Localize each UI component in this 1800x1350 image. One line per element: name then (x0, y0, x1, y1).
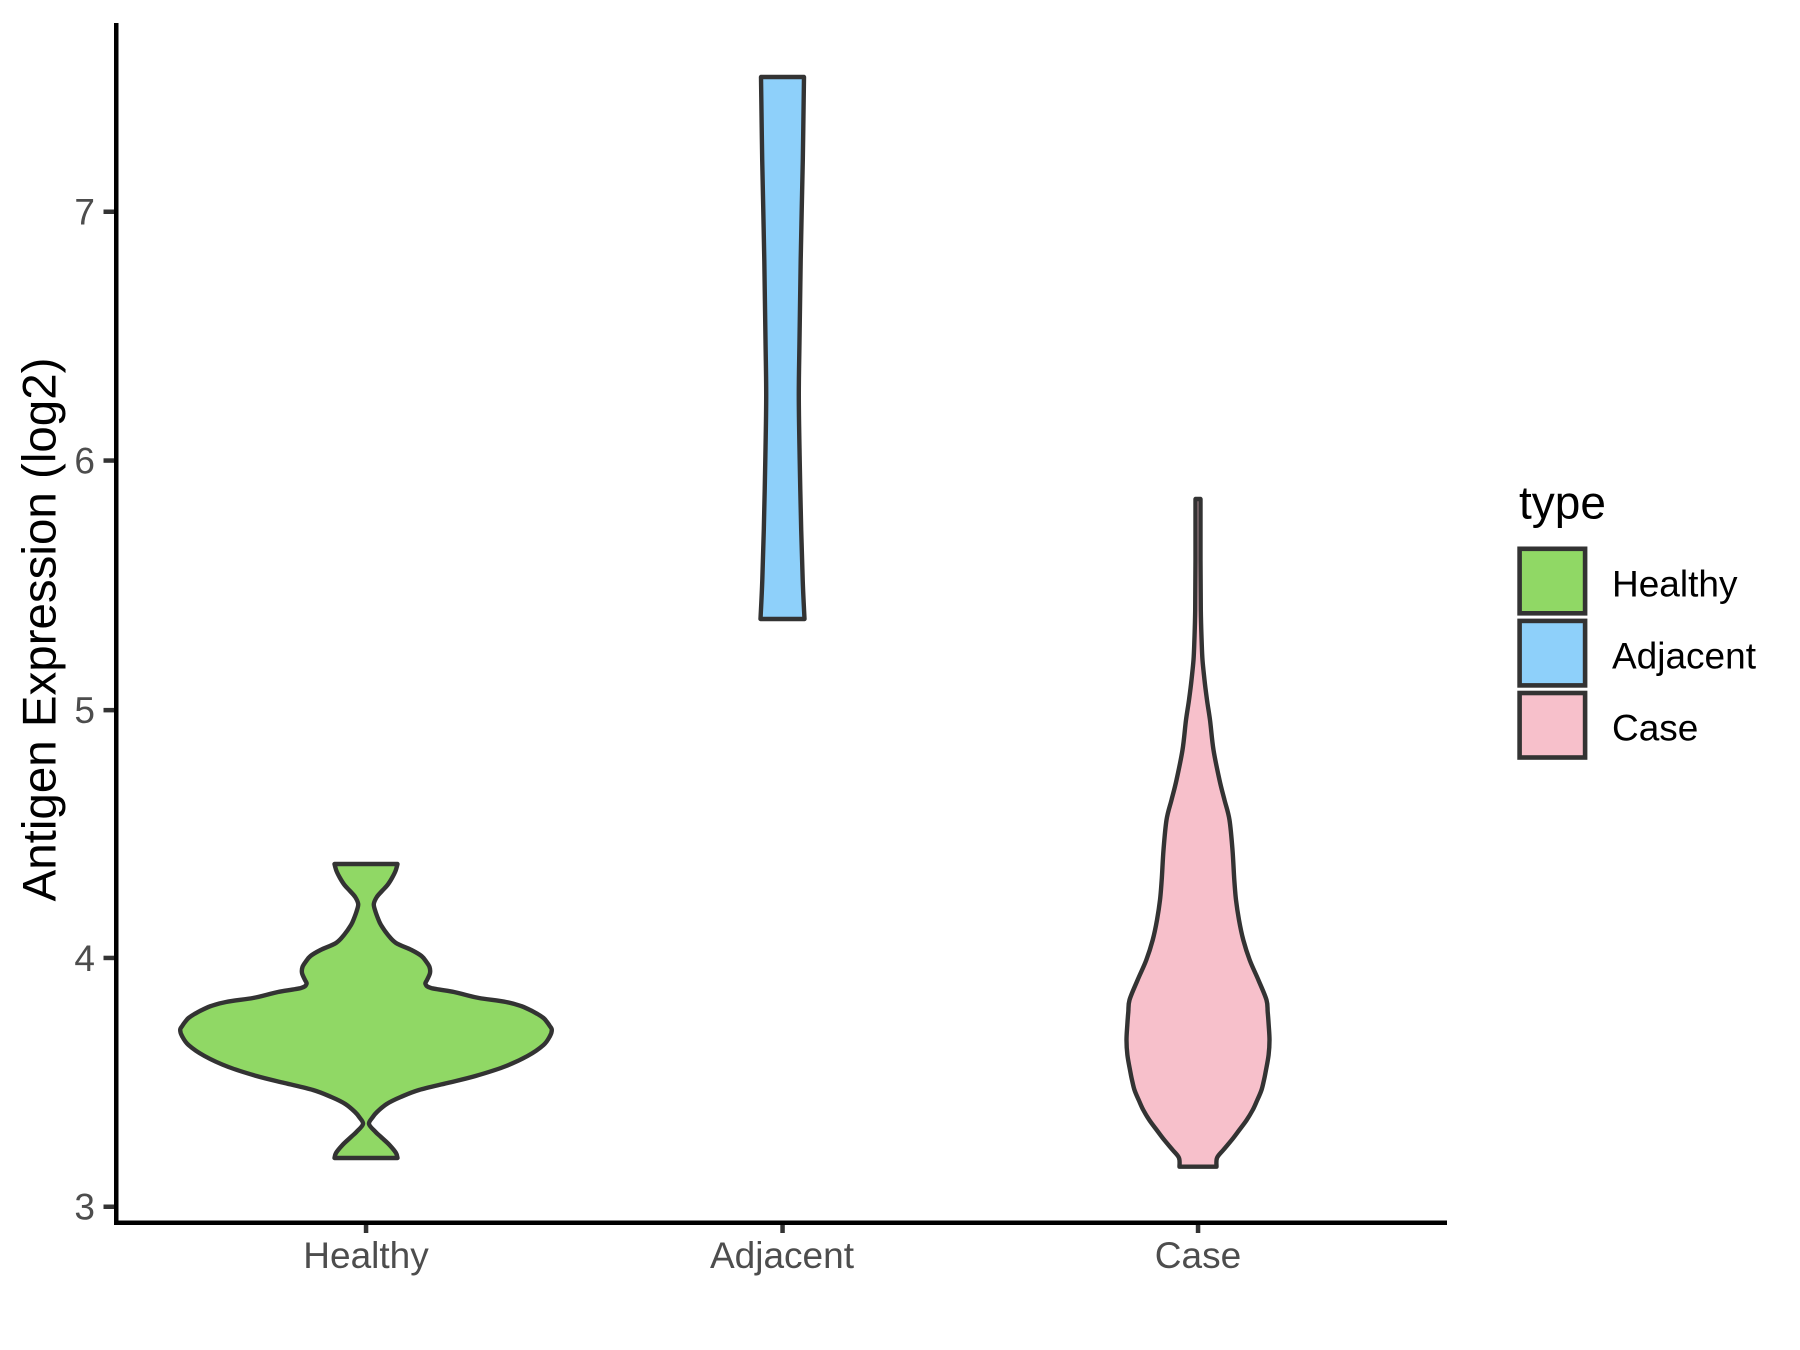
svg-text:4: 4 (74, 938, 95, 979)
svg-text:Healthy: Healthy (1612, 564, 1738, 605)
svg-text:Case: Case (1612, 707, 1698, 748)
svg-text:Case: Case (1155, 1235, 1241, 1276)
svg-text:Healthy: Healthy (303, 1235, 429, 1276)
svg-text:6: 6 (74, 441, 95, 482)
svg-text:Antigen Expression (log2): Antigen Expression (log2) (14, 358, 67, 902)
svg-text:5: 5 (74, 690, 95, 731)
svg-text:7: 7 (74, 192, 95, 233)
svg-text:Adjacent: Adjacent (1612, 636, 1757, 677)
svg-text:Adjacent: Adjacent (710, 1235, 855, 1276)
svg-text:3: 3 (74, 1187, 95, 1228)
svg-text:type: type (1519, 477, 1606, 529)
